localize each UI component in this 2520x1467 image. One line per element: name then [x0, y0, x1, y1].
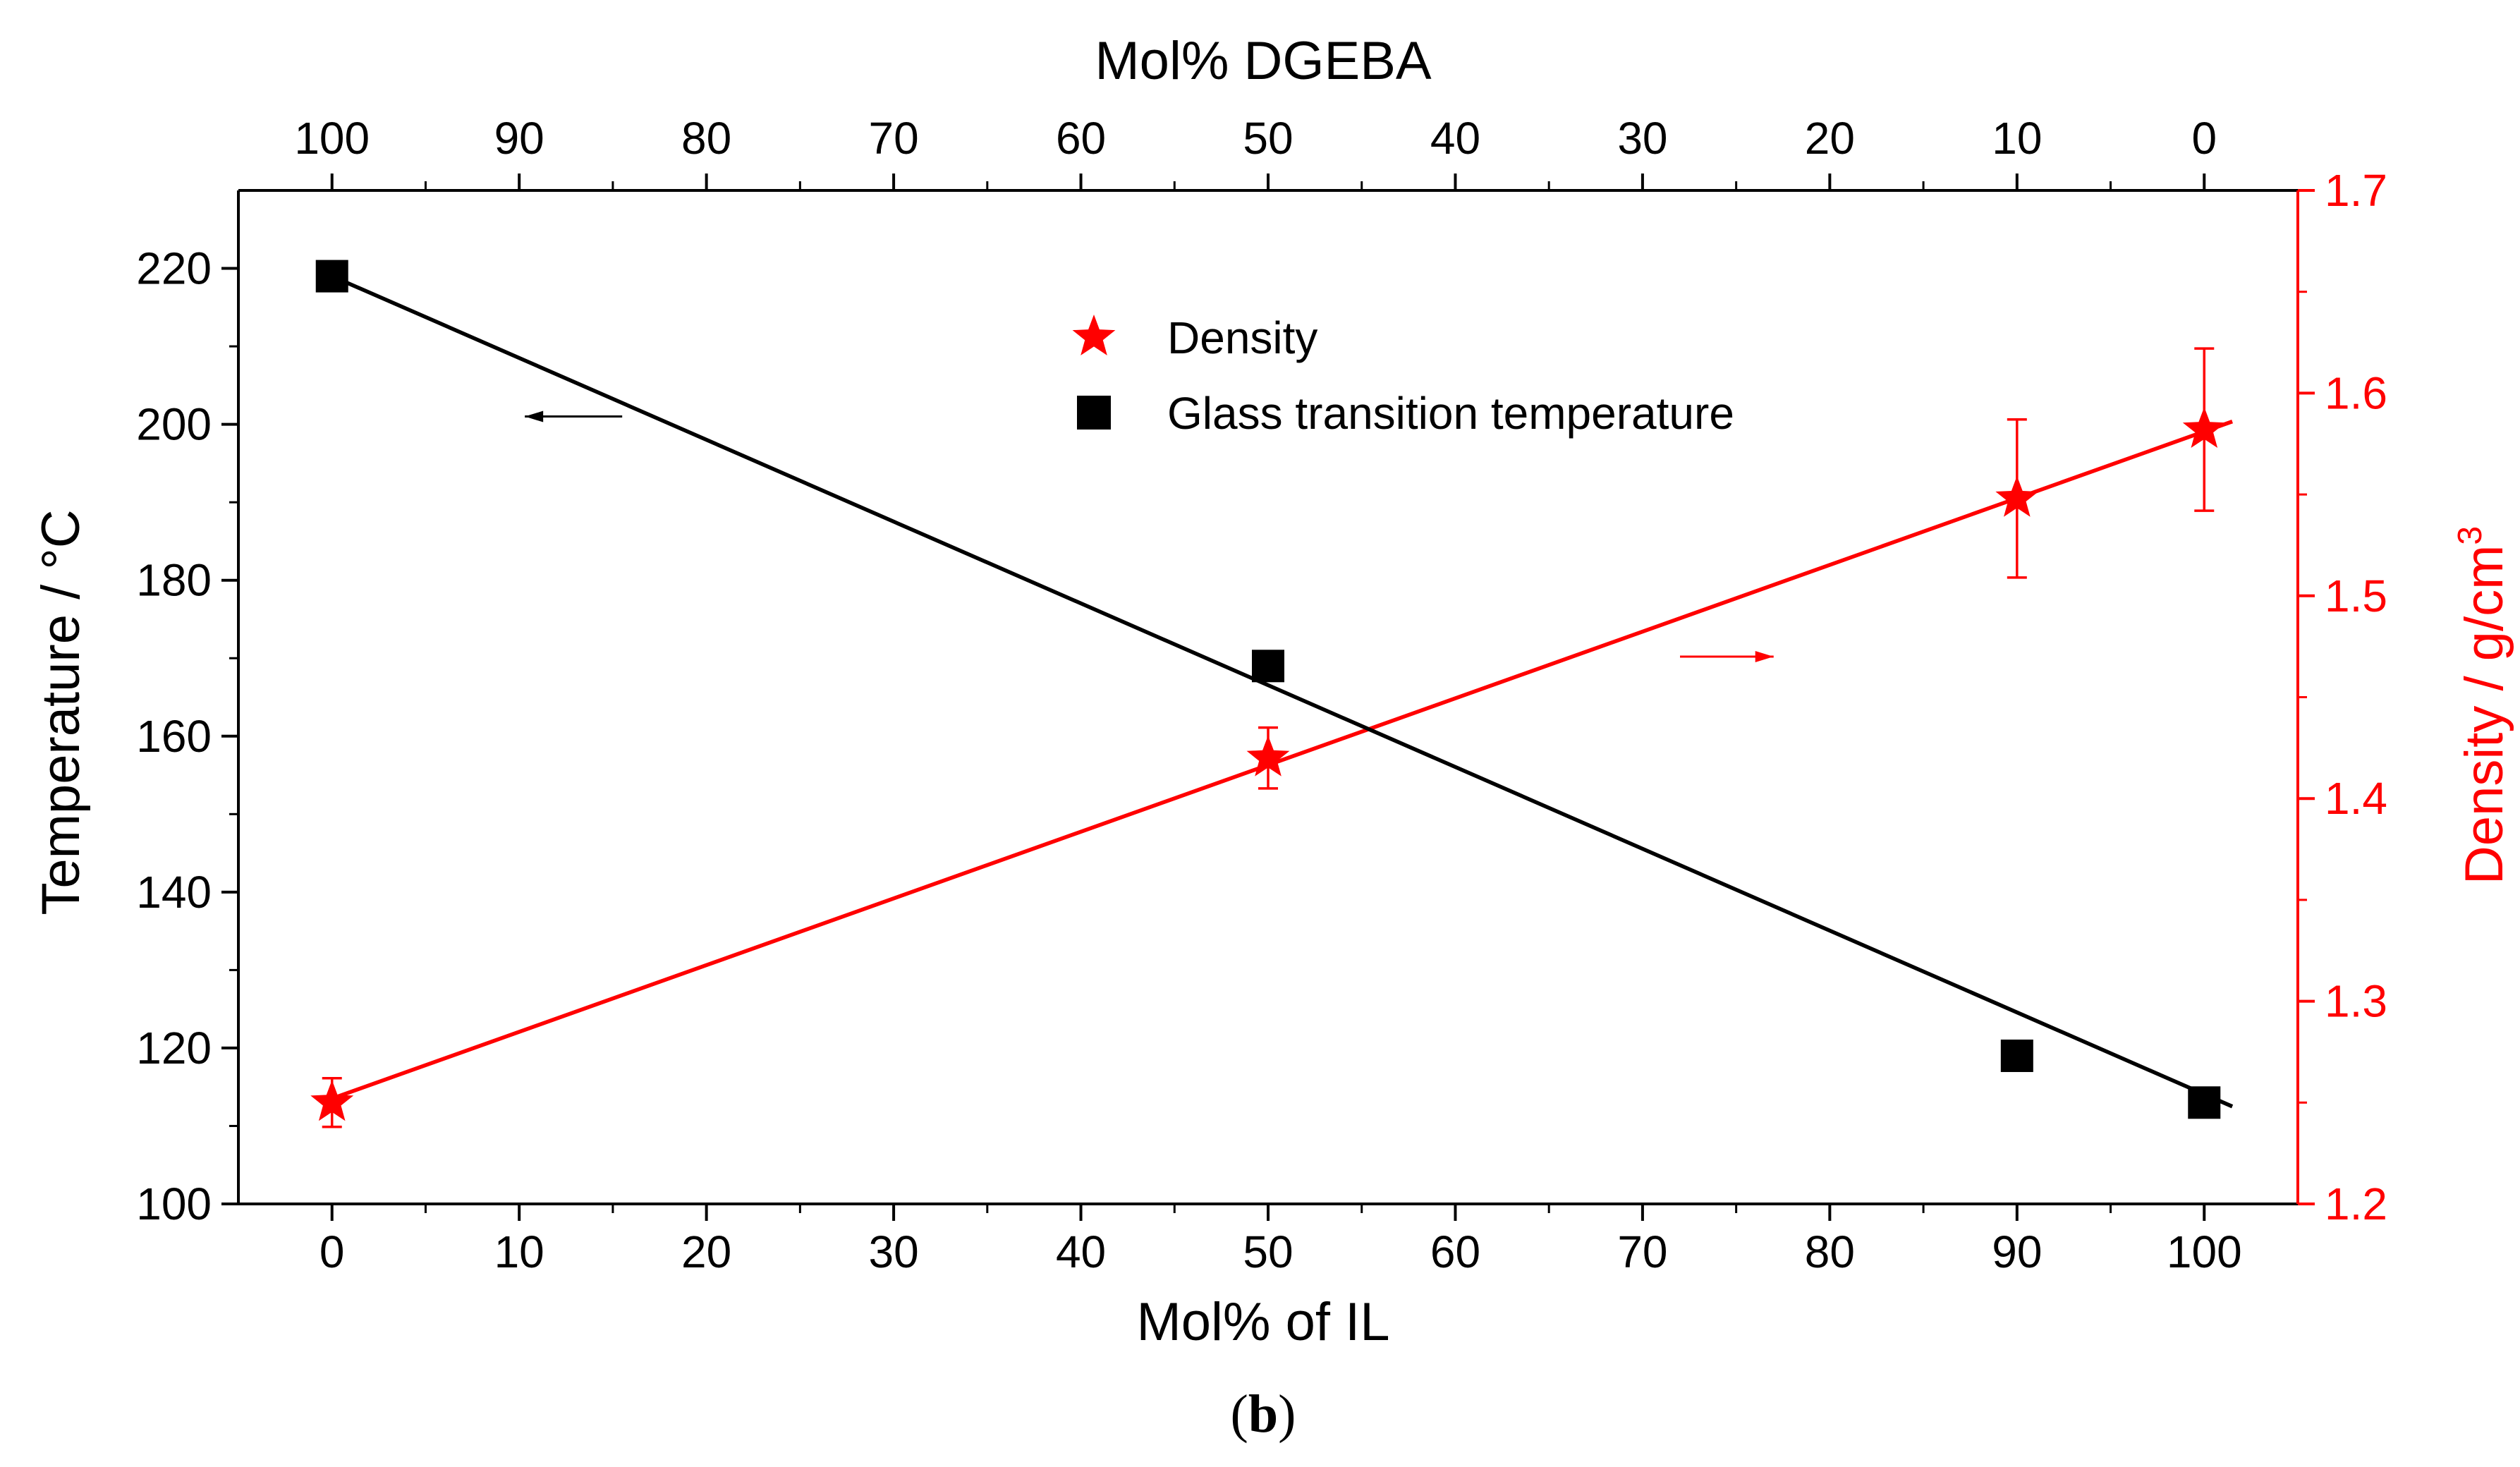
- x-tick-label: 10: [494, 1226, 544, 1277]
- x2-tick-label: 60: [1056, 113, 1106, 164]
- caption-open-paren: (: [1231, 1384, 1248, 1444]
- y-axis-label: Temperature / °C: [31, 509, 91, 915]
- x-tick-label: 50: [1243, 1226, 1293, 1277]
- x2-axis-label: Mol% DGEBA: [1095, 31, 1432, 91]
- y-tick-label: 220: [136, 243, 212, 294]
- x-tick-label: 60: [1430, 1226, 1480, 1277]
- y-tick-label: 200: [136, 399, 212, 450]
- x-tick-label: 40: [1056, 1226, 1106, 1277]
- x2-tick-label: 40: [1430, 113, 1480, 164]
- caption-letter: b: [1248, 1384, 1278, 1444]
- tg-point: [315, 260, 348, 293]
- x-tick-label: 30: [868, 1226, 918, 1277]
- x-tick-label: 90: [1992, 1226, 2042, 1277]
- figure-caption: (b): [1231, 1384, 1296, 1444]
- density-axis-arrow-head: [1755, 651, 1774, 663]
- x2-tick-label: 70: [868, 113, 918, 164]
- x2-tick-label: 90: [494, 113, 544, 164]
- y2-axis-label-superscript: 3: [2452, 526, 2489, 545]
- y2-axis-label: Density / g/cm3: [2452, 526, 2514, 884]
- y-axis-left: 100 120 140 160 180 200 220: [136, 243, 238, 1229]
- y2-tick-label: 1.5: [2325, 571, 2387, 621]
- x-tick-label: 20: [681, 1226, 731, 1277]
- density-point: [1246, 735, 1290, 777]
- density-point: [310, 1080, 354, 1121]
- legend-label-density: Density: [1167, 312, 1317, 363]
- tg-axis-arrow-head: [525, 410, 544, 422]
- y2-axis-label-text: Density / g/cm: [2454, 545, 2514, 884]
- y-tick-label: 100: [136, 1179, 212, 1229]
- x2-tick-label: 0: [2191, 113, 2217, 164]
- x2-tick-label: 50: [1243, 113, 1293, 164]
- x-axis-top: 100 90 80 70 60 50 40 30 20 10 0: [294, 113, 2217, 190]
- density-point: [1995, 475, 2039, 517]
- x-tick-label: 80: [1805, 1226, 1855, 1277]
- tg-point: [2000, 1039, 2033, 1072]
- y2-tick-label: 1.2: [2325, 1179, 2387, 1229]
- x2-tick-label: 100: [294, 113, 370, 164]
- legend-marker-density: [1072, 315, 1116, 355]
- x2-tick-label: 80: [681, 113, 731, 164]
- y-tick-label: 160: [136, 711, 212, 762]
- y2-tick-label: 1.6: [2325, 367, 2387, 418]
- x2-tick-label: 20: [1805, 113, 1855, 164]
- x2-tick-label: 30: [1617, 113, 1667, 164]
- y2-tick-label: 1.4: [2325, 773, 2387, 824]
- y2-tick-label: 1.3: [2325, 976, 2387, 1027]
- tg-fit-line: [331, 274, 2234, 1109]
- fit-lines: [331, 274, 2234, 1109]
- x-tick-label: 70: [1617, 1226, 1667, 1277]
- data-markers: [310, 260, 2226, 1121]
- y-tick-label: 180: [136, 555, 212, 606]
- y-tick-label: 120: [136, 1023, 212, 1073]
- caption-close-paren: ): [1278, 1384, 1296, 1444]
- tg-point: [1252, 650, 1284, 683]
- y-axis-right: 1.2 1.3 1.4 1.5 1.6 1.7: [2298, 165, 2387, 1229]
- x-tick-label: 100: [2167, 1226, 2242, 1277]
- annotations: [525, 410, 1774, 663]
- y-tick-label: 140: [136, 867, 212, 918]
- x-axis-bottom: 0 10 20 30 40 50 60 70 80 90 100: [319, 1204, 2242, 1277]
- legend: Density Glass transition temperature: [1072, 312, 1734, 439]
- x-axis-label: Mol% of IL: [1136, 1292, 1389, 1352]
- legend-label-tg: Glass transition temperature: [1167, 388, 1734, 439]
- density-point: [2182, 407, 2226, 448]
- density-fit-line: [331, 420, 2234, 1101]
- y2-tick-label: 1.7: [2325, 165, 2387, 216]
- legend-marker-tg: [1077, 396, 1111, 430]
- x2-tick-label: 10: [1992, 113, 2042, 164]
- x-tick-label: 0: [319, 1226, 345, 1277]
- tg-point: [2188, 1086, 2221, 1119]
